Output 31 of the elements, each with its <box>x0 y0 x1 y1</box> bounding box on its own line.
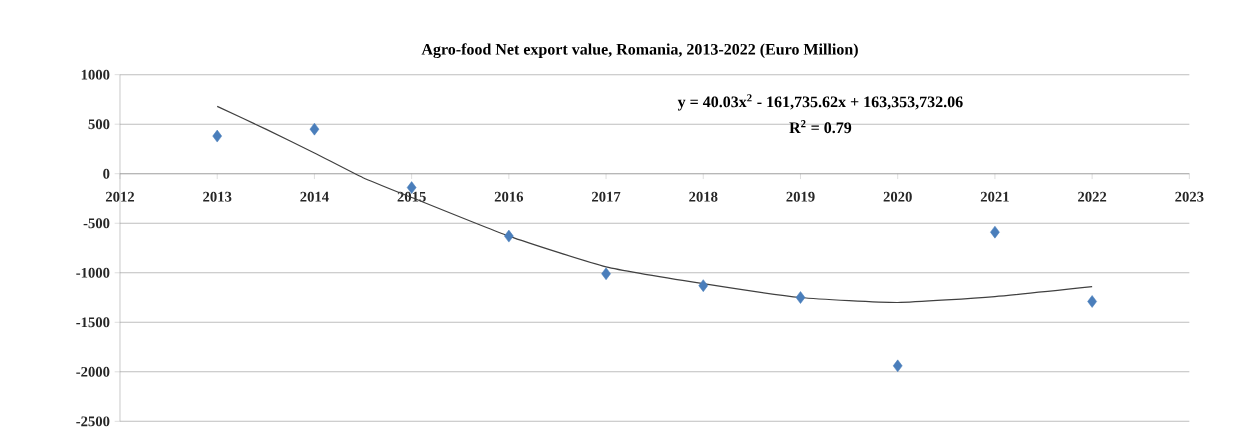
point <box>309 122 320 136</box>
x-tick-label: 2017 <box>592 191 621 202</box>
point <box>795 291 806 304</box>
y-tick-label: 500 <box>88 119 110 130</box>
point <box>601 267 611 281</box>
y-tick-label: -500 <box>83 218 110 229</box>
x-tick-label: 2023 <box>1175 191 1204 202</box>
point <box>892 359 903 373</box>
x-tick-label: 2021 <box>980 191 1009 202</box>
x-tick-label: 2012 <box>105 191 135 202</box>
y-tick-label: -1000 <box>76 267 110 278</box>
point <box>1087 295 1097 308</box>
y-tick-label: -2500 <box>76 416 110 427</box>
x-tick-label: 2022 <box>1078 191 1107 202</box>
y-tick-label: -2000 <box>76 366 110 377</box>
annotation: R$^{2}$ = 0.79 <box>789 120 852 134</box>
y-tick-label: 1000 <box>81 69 110 80</box>
x-tick-label: 2013 <box>203 191 232 202</box>
y-tick-label: -1500 <box>76 317 110 328</box>
x-tick-label: 2019 <box>786 191 815 202</box>
point <box>212 129 222 143</box>
point <box>504 229 514 243</box>
x-tick-label: 2016 <box>494 191 524 202</box>
y-tick-label: 0 <box>103 168 110 179</box>
x-tick-label: 2020 <box>883 191 912 202</box>
x-tick-label: 2018 <box>689 191 718 202</box>
annotation: y = 40.03x$^{2}$ - 161,735.62x + 163,353,732.06 <box>677 94 963 111</box>
chart-title: Agro-food Net export value, Romania, 2013-2022 (Euro Million) <box>421 43 858 59</box>
x-tick-label: 2014 <box>300 191 329 202</box>
point <box>990 225 1000 239</box>
point <box>698 279 709 292</box>
